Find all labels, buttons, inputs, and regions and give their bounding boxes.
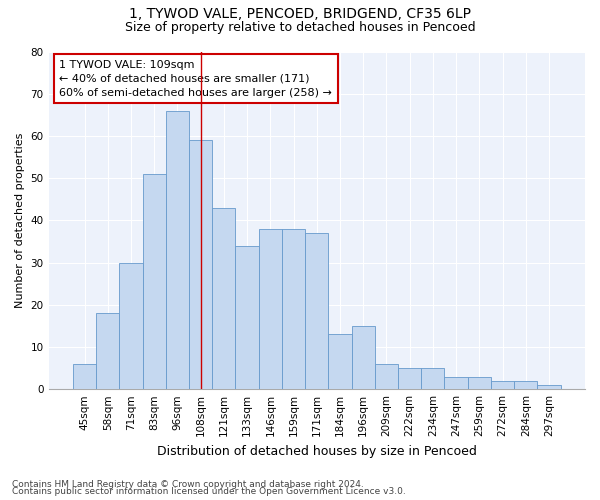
Bar: [96, 313, 119, 389]
Bar: [235, 246, 259, 389]
Bar: [259, 229, 282, 389]
Bar: [73, 364, 96, 389]
Bar: [305, 233, 328, 389]
Y-axis label: Number of detached properties: Number of detached properties: [15, 132, 25, 308]
Bar: [421, 368, 445, 389]
X-axis label: Distribution of detached houses by size in Pencoed: Distribution of detached houses by size …: [157, 444, 477, 458]
Text: Contains public sector information licensed under the Open Government Licence v3: Contains public sector information licen…: [12, 487, 406, 496]
Bar: [398, 368, 421, 389]
Text: 1, TYWOD VALE, PENCOED, BRIDGEND, CF35 6LP: 1, TYWOD VALE, PENCOED, BRIDGEND, CF35 6…: [129, 8, 471, 22]
Bar: [468, 376, 491, 389]
Bar: [538, 385, 560, 389]
Bar: [189, 140, 212, 389]
Bar: [143, 174, 166, 389]
Bar: [445, 376, 468, 389]
Bar: [328, 334, 352, 389]
Bar: [514, 380, 538, 389]
Text: Contains HM Land Registry data © Crown copyright and database right 2024.: Contains HM Land Registry data © Crown c…: [12, 480, 364, 489]
Bar: [352, 326, 375, 389]
Bar: [119, 262, 143, 389]
Bar: [282, 229, 305, 389]
Text: 1 TYWOD VALE: 109sqm
← 40% of detached houses are smaller (171)
60% of semi-deta: 1 TYWOD VALE: 109sqm ← 40% of detached h…: [59, 60, 332, 98]
Bar: [166, 110, 189, 389]
Bar: [491, 380, 514, 389]
Bar: [212, 208, 235, 389]
Text: Size of property relative to detached houses in Pencoed: Size of property relative to detached ho…: [125, 21, 475, 34]
Bar: [375, 364, 398, 389]
